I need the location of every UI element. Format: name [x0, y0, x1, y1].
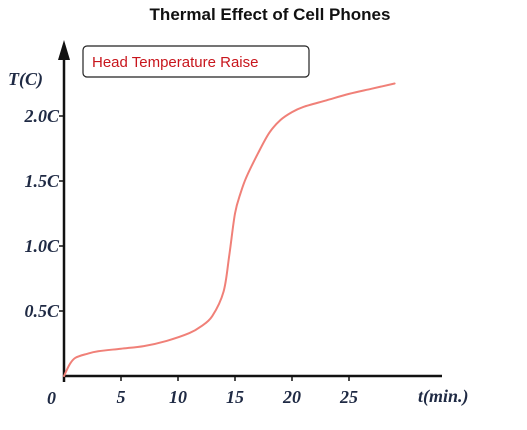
y-tick-label: 1.5C [24, 171, 60, 191]
y-axis-label: T(C) [8, 69, 43, 90]
axes [58, 40, 442, 382]
legend-label: Head Temperature Raise [92, 54, 258, 71]
legend-box [82, 45, 310, 78]
tick-labels: T(C) t(min.) 0 5 10 15 20 25 0.5C 1.0C 1.5C 2.0C [8, 69, 469, 408]
y-tick-label: 2.0C [23, 106, 60, 126]
x-tick-label: 25 [339, 387, 358, 407]
chart-title: Thermal Effect of Cell Phones [150, 5, 391, 24]
x-tick-label: 10 [169, 387, 187, 407]
origin-label: 0 [47, 388, 56, 408]
x-axis-label: t(min.) [418, 386, 469, 407]
legend: Head Temperature Raise [82, 45, 310, 78]
x-tick-label: 15 [226, 387, 244, 407]
x-tick-label: 20 [282, 387, 301, 407]
y-tick-label: 0.5C [24, 301, 60, 321]
series-layer [63, 82, 396, 377]
x-tick-label: 5 [117, 387, 126, 407]
y-tick-label: 1.0C [24, 236, 60, 256]
y-axis-arrow [58, 40, 70, 60]
series-line-0 [63, 82, 396, 377]
